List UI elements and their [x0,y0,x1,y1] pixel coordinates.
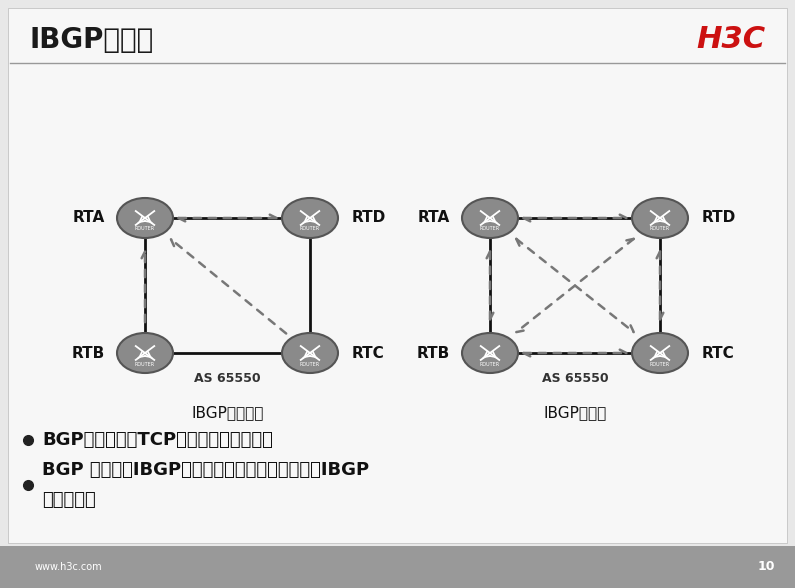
Text: IBGP全连接: IBGP全连接 [543,406,607,420]
Text: RTA: RTA [417,211,450,226]
Text: ROUTER: ROUTER [650,362,670,366]
Text: H3C: H3C [696,25,765,55]
Text: BGP会话是基于TCP的点到点的单播连接: BGP会话是基于TCP的点到点的单播连接 [42,431,273,449]
Text: RTB: RTB [417,346,450,360]
Text: ROUTER: ROUTER [650,226,670,232]
Text: IBGP全连接: IBGP全连接 [30,26,154,54]
Text: RTD: RTD [352,211,386,226]
Text: RTA: RTA [73,211,105,226]
Ellipse shape [117,333,173,373]
Text: AS 65550: AS 65550 [194,372,261,385]
Text: ROUTER: ROUTER [300,226,320,232]
Ellipse shape [462,198,518,238]
Text: ROUTER: ROUTER [480,226,500,232]
Ellipse shape [282,198,338,238]
FancyBboxPatch shape [0,546,795,588]
Ellipse shape [632,333,688,373]
FancyBboxPatch shape [8,8,787,543]
Text: 10: 10 [758,560,775,573]
Text: RTC: RTC [352,346,385,360]
Text: BGP 发言者从IBGP对等体获得的路由不向其他的IBGP
对等体发布: BGP 发言者从IBGP对等体获得的路由不向其他的IBGP 对等体发布 [42,462,369,509]
Ellipse shape [462,333,518,373]
Ellipse shape [282,333,338,373]
Text: RTD: RTD [702,211,736,226]
Ellipse shape [117,198,173,238]
Text: ROUTER: ROUTER [135,362,155,366]
Text: RTB: RTB [72,346,105,360]
Text: ROUTER: ROUTER [480,362,500,366]
Text: ROUTER: ROUTER [135,226,155,232]
Text: IBGP部分连接: IBGP部分连接 [192,406,264,420]
Text: ROUTER: ROUTER [300,362,320,366]
Text: AS 65550: AS 65550 [541,372,608,385]
Text: www.h3c.com: www.h3c.com [35,562,103,572]
Text: RTC: RTC [702,346,735,360]
Ellipse shape [632,198,688,238]
